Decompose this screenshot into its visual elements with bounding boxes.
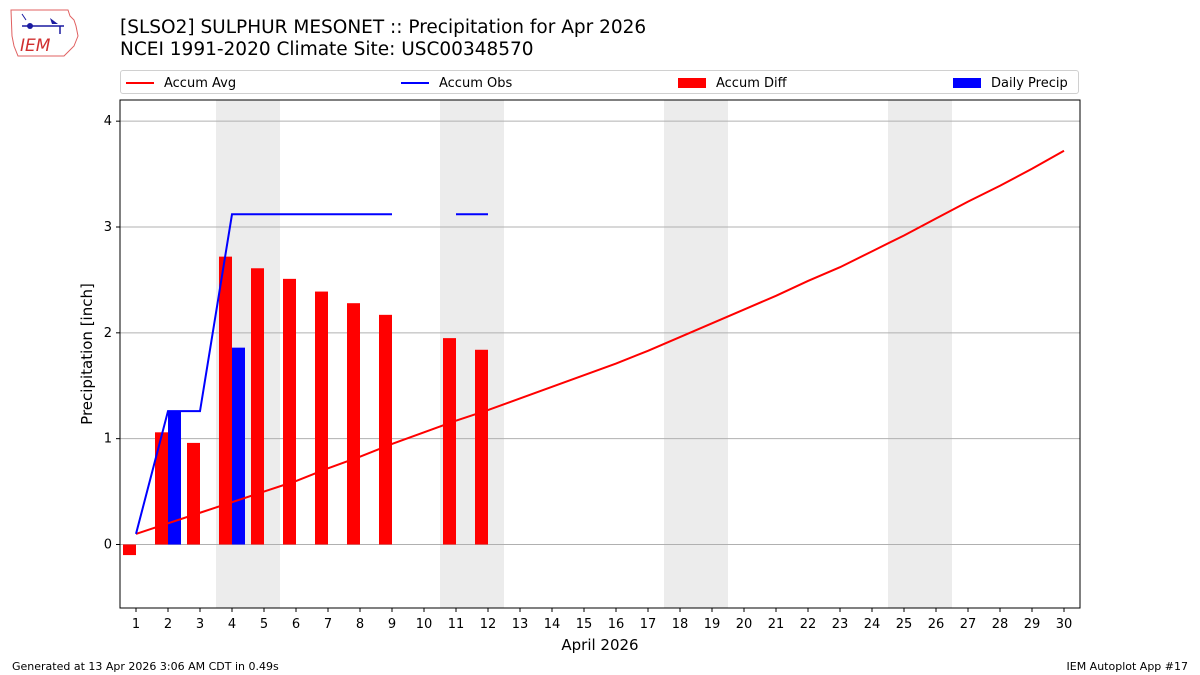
plot-frame <box>119 99 1081 609</box>
accum-diff-bar <box>315 291 328 545</box>
accum-diff-bar <box>219 256 232 545</box>
legend-label: Daily Precip <box>991 75 1068 91</box>
x-tick-label: 17 <box>640 617 657 632</box>
app-credit: IEM Autoplot App #17 <box>1066 660 1189 673</box>
x-tick-label: 12 <box>480 617 497 632</box>
weekend-shade <box>216 100 280 608</box>
logo-text: IEM <box>20 36 51 56</box>
daily-precip-bar <box>168 411 181 545</box>
x-tick-label: 11 <box>448 617 465 632</box>
x-axis-label: April 2026 <box>561 636 638 654</box>
x-tick-label: 14 <box>544 617 561 632</box>
line-swatch-icon <box>126 82 154 84</box>
accum-diff-bar <box>347 303 360 545</box>
x-tick-label: 5 <box>260 617 268 632</box>
y-tick-label: 4 <box>104 114 112 129</box>
x-tick-label: 19 <box>704 617 721 632</box>
x-tick-label: 28 <box>992 617 1009 632</box>
legend-label: Accum Avg <box>164 75 237 91</box>
x-tick-label: 2 <box>164 617 172 632</box>
y-tick-label: 3 <box>104 220 112 235</box>
x-tick-label: 22 <box>800 617 817 632</box>
x-tick-label: 27 <box>960 617 977 632</box>
accum-diff-bar <box>251 268 264 545</box>
accum-diff-bar <box>123 544 136 556</box>
accum-diff-bar <box>187 442 200 545</box>
accum-diff-bar <box>379 314 392 545</box>
x-tick-label: 13 <box>512 617 529 632</box>
accum-diff-bar <box>283 278 296 545</box>
x-tick-label: 8 <box>356 617 364 632</box>
y-axis-label: Precipitation [inch] <box>78 283 96 425</box>
bar-swatch-icon <box>953 78 981 88</box>
iem-logo: IEM <box>8 6 80 58</box>
x-tick-label: 24 <box>864 617 881 632</box>
y-tick-label: 1 <box>104 432 112 447</box>
accum-avg-line <box>135 149 1065 535</box>
weekend-shade <box>664 100 728 608</box>
x-tick-label: 4 <box>228 617 236 632</box>
legend-item-accum-avg: Accum Avg <box>126 74 236 92</box>
line-swatch-icon <box>401 82 429 84</box>
legend-item-accum-obs: Accum Obs <box>401 74 512 92</box>
y-tick-label: 0 <box>104 538 112 553</box>
chart-title: [SLSO2] SULPHUR MESONET :: Precipitation… <box>120 17 647 38</box>
accum-diff-bar <box>155 432 168 545</box>
x-tick-label: 21 <box>768 617 785 632</box>
daily-precip-bar <box>232 347 245 545</box>
x-tick-label: 3 <box>196 617 204 632</box>
x-tick-label: 7 <box>324 617 332 632</box>
x-tick-label: 25 <box>896 617 913 632</box>
chart-subtitle: NCEI 1991-2020 Climate Site: USC00348570 <box>120 39 534 60</box>
x-tick-label: 18 <box>672 617 689 632</box>
x-tick-label: 16 <box>608 617 625 632</box>
x-tick-label: 15 <box>576 617 593 632</box>
legend-item-daily-precip: Daily Precip <box>953 74 1068 92</box>
x-tick-label: 6 <box>292 617 300 632</box>
bar-swatch-icon <box>678 78 706 88</box>
x-tick-label: 20 <box>736 617 753 632</box>
x-tick-label: 26 <box>928 617 945 632</box>
legend-label: Accum Diff <box>716 75 787 91</box>
x-tick-label: 23 <box>832 617 849 632</box>
x-tick-label: 29 <box>1024 617 1041 632</box>
accum-diff-bar <box>475 349 488 545</box>
x-tick-label: 1 <box>132 617 140 632</box>
x-tick-label: 9 <box>388 617 396 632</box>
legend-item-accum-diff: Accum Diff <box>678 74 787 92</box>
y-tick-label: 2 <box>104 326 112 341</box>
weekend-shade <box>440 100 504 608</box>
legend-label: Accum Obs <box>439 75 513 91</box>
generated-timestamp: Generated at 13 Apr 2026 3:06 AM CDT in … <box>12 660 279 673</box>
x-tick-label: 10 <box>416 617 433 632</box>
weekend-shade <box>888 100 952 608</box>
accum-diff-bar <box>443 338 456 545</box>
x-tick-label: 30 <box>1056 617 1073 632</box>
accum-obs-line <box>135 213 392 535</box>
chart-legend: Accum Avg Accum Obs Accum Diff Daily Pre… <box>120 70 1079 94</box>
